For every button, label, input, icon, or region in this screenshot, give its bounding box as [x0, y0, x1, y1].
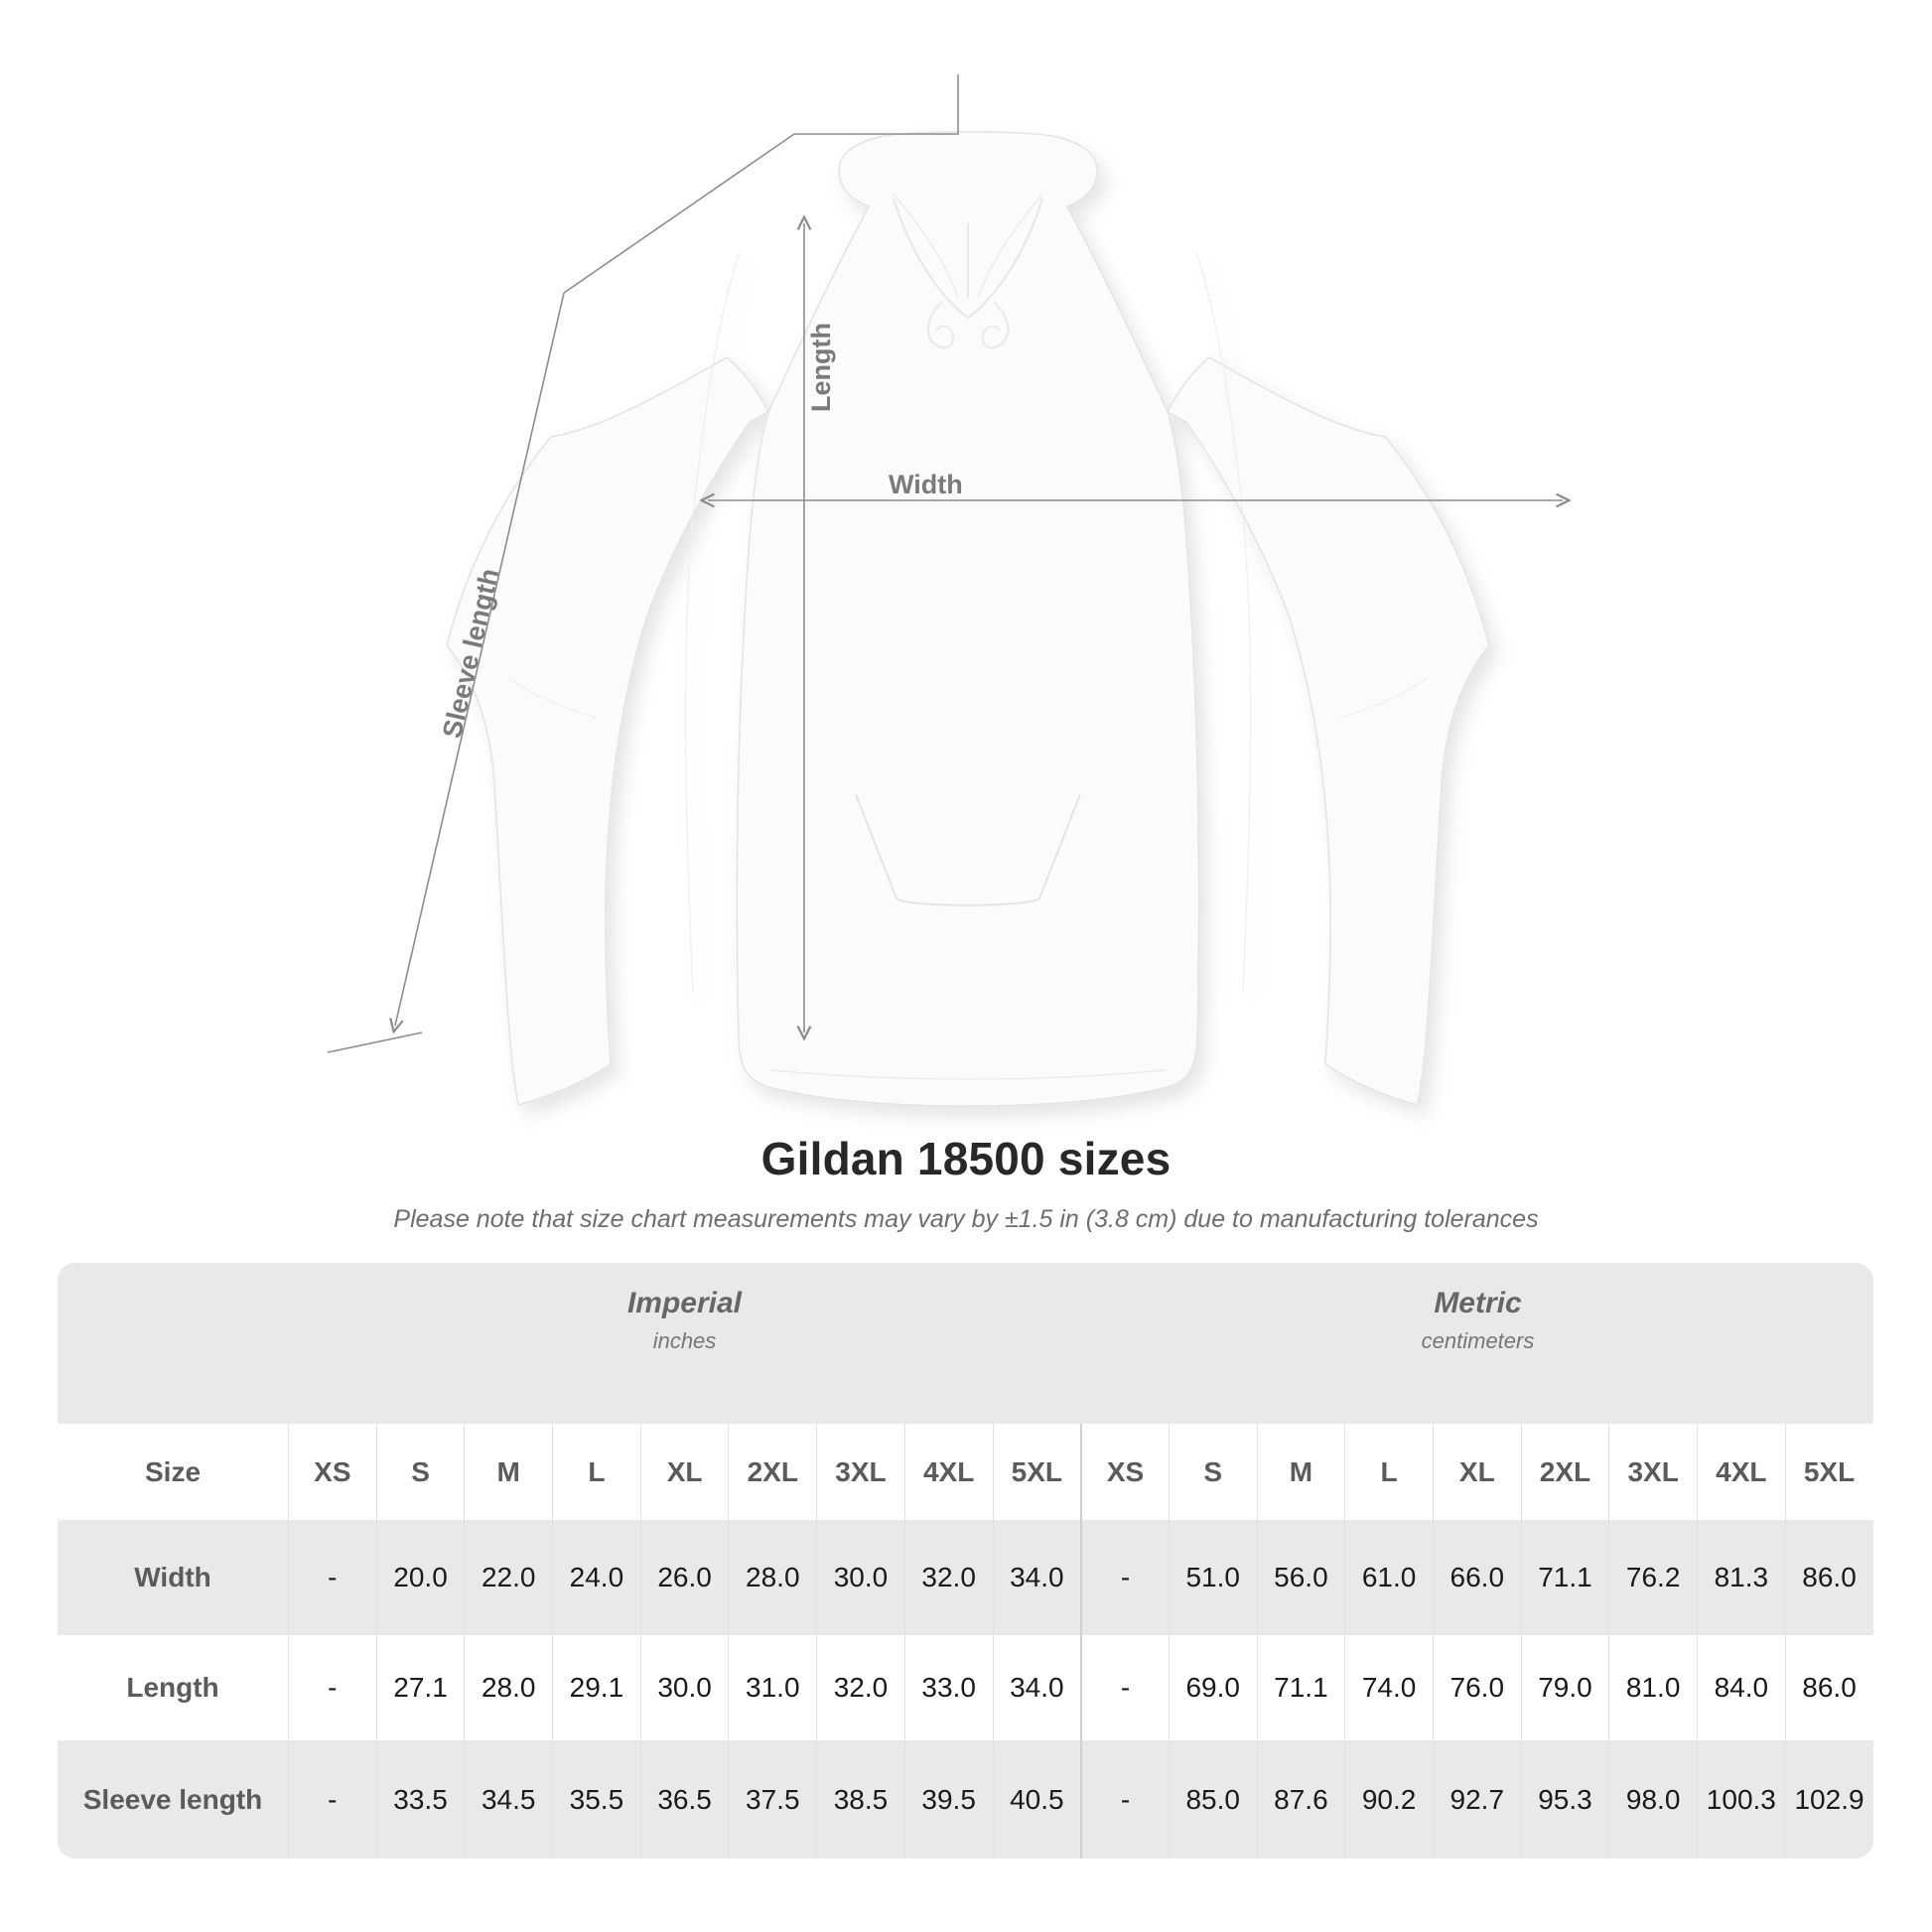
svg-text:Width: Width: [889, 470, 963, 499]
svg-text:Length: Length: [806, 323, 836, 412]
